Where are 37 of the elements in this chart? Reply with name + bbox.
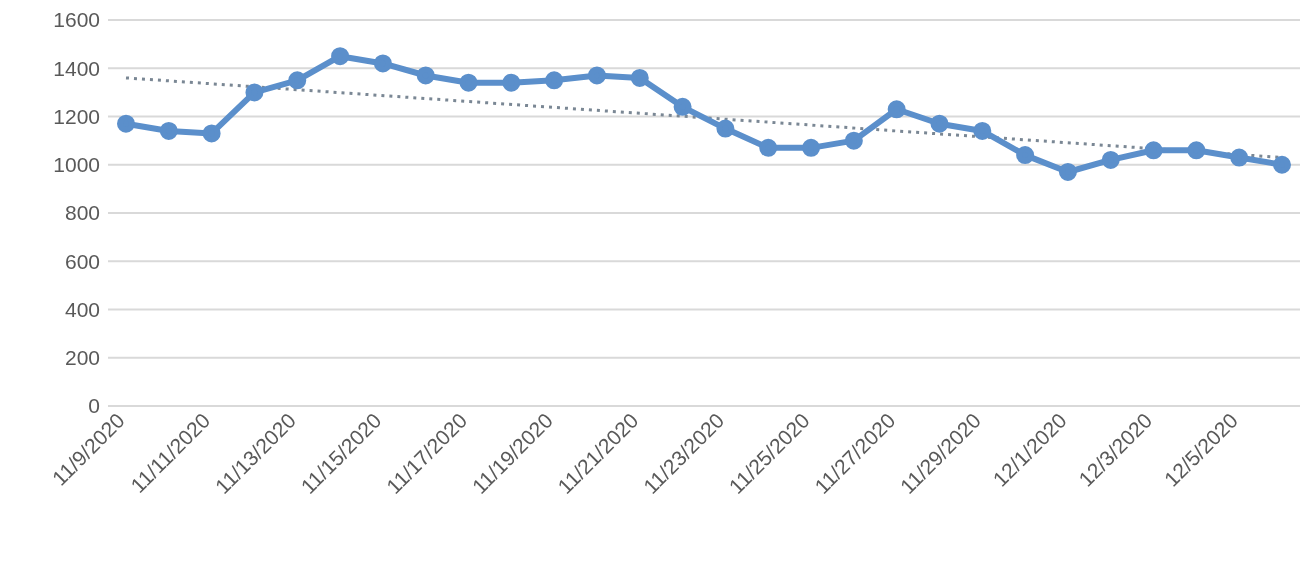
point (802, 138, 821, 157)
point (331, 47, 350, 66)
point (973, 121, 992, 140)
point (759, 138, 778, 157)
point (117, 114, 135, 133)
point (202, 124, 221, 143)
y-tick-label: 800 (64, 201, 100, 225)
point (930, 114, 949, 133)
point (1187, 141, 1206, 160)
point (1016, 146, 1035, 165)
point (288, 71, 307, 90)
point (502, 73, 521, 92)
point (159, 121, 178, 140)
y-tick-label: 1000 (53, 153, 100, 177)
point (587, 66, 606, 85)
point (373, 54, 392, 73)
point (716, 119, 735, 138)
point (1101, 150, 1120, 169)
point (1058, 162, 1077, 181)
point (545, 71, 564, 90)
y-tick-label: 200 (64, 346, 100, 370)
y-tick-label: 0 (88, 394, 100, 418)
point (844, 131, 863, 150)
point (887, 100, 906, 119)
y-tick-label: 400 (64, 297, 100, 321)
point (459, 73, 478, 92)
point (245, 83, 264, 102)
point (630, 68, 649, 87)
y-tick-label: 1200 (53, 104, 100, 128)
point (1230, 148, 1249, 167)
y-tick-label: 600 (64, 249, 100, 273)
point (673, 97, 692, 116)
point (1144, 141, 1163, 160)
point (416, 66, 435, 85)
point (1273, 155, 1291, 174)
y-tick-label: 1400 (53, 56, 100, 80)
y-tick-label: 1600 (53, 8, 100, 32)
